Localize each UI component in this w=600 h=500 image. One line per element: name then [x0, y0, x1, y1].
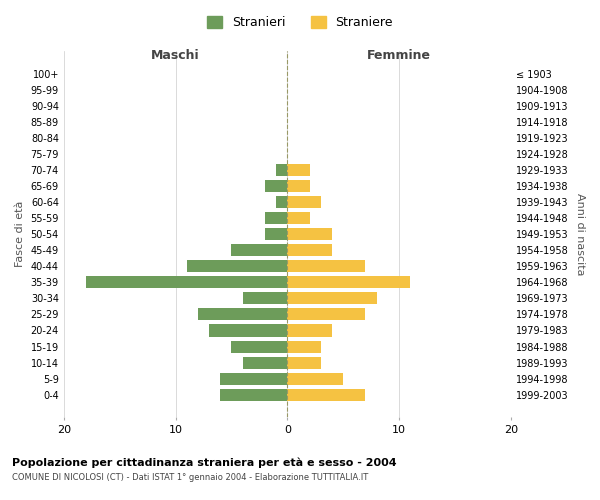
Bar — [287, 340, 321, 352]
Bar — [86, 276, 287, 288]
Bar — [187, 260, 287, 272]
Bar — [265, 180, 287, 192]
Bar — [198, 308, 287, 320]
Bar — [287, 356, 321, 368]
Bar — [287, 228, 332, 240]
Bar — [287, 180, 310, 192]
Bar — [242, 292, 287, 304]
Y-axis label: Anni di nascita: Anni di nascita — [575, 193, 585, 276]
Bar — [287, 196, 321, 208]
Bar — [287, 164, 310, 176]
Bar — [265, 212, 287, 224]
Bar — [220, 388, 287, 400]
Text: Femmine: Femmine — [367, 50, 431, 62]
Bar — [232, 244, 287, 256]
Bar — [287, 388, 365, 400]
Bar — [242, 356, 287, 368]
Y-axis label: Fasce di età: Fasce di età — [15, 201, 25, 268]
Bar — [220, 372, 287, 384]
Bar — [287, 244, 332, 256]
Bar — [287, 212, 310, 224]
Bar — [287, 324, 332, 336]
Text: COMUNE DI NICOLOSI (CT) - Dati ISTAT 1° gennaio 2004 - Elaborazione TUTTITALIA.I: COMUNE DI NICOLOSI (CT) - Dati ISTAT 1° … — [12, 472, 368, 482]
Bar — [276, 164, 287, 176]
Bar — [232, 340, 287, 352]
Bar — [276, 196, 287, 208]
Bar — [265, 228, 287, 240]
Bar — [287, 260, 365, 272]
Bar — [287, 292, 377, 304]
Text: Popolazione per cittadinanza straniera per età e sesso - 2004: Popolazione per cittadinanza straniera p… — [12, 458, 397, 468]
Bar — [287, 308, 365, 320]
Bar — [287, 372, 343, 384]
Bar — [287, 276, 410, 288]
Text: Maschi: Maschi — [151, 50, 200, 62]
Bar — [209, 324, 287, 336]
Legend: Stranieri, Straniere: Stranieri, Straniere — [202, 11, 398, 34]
